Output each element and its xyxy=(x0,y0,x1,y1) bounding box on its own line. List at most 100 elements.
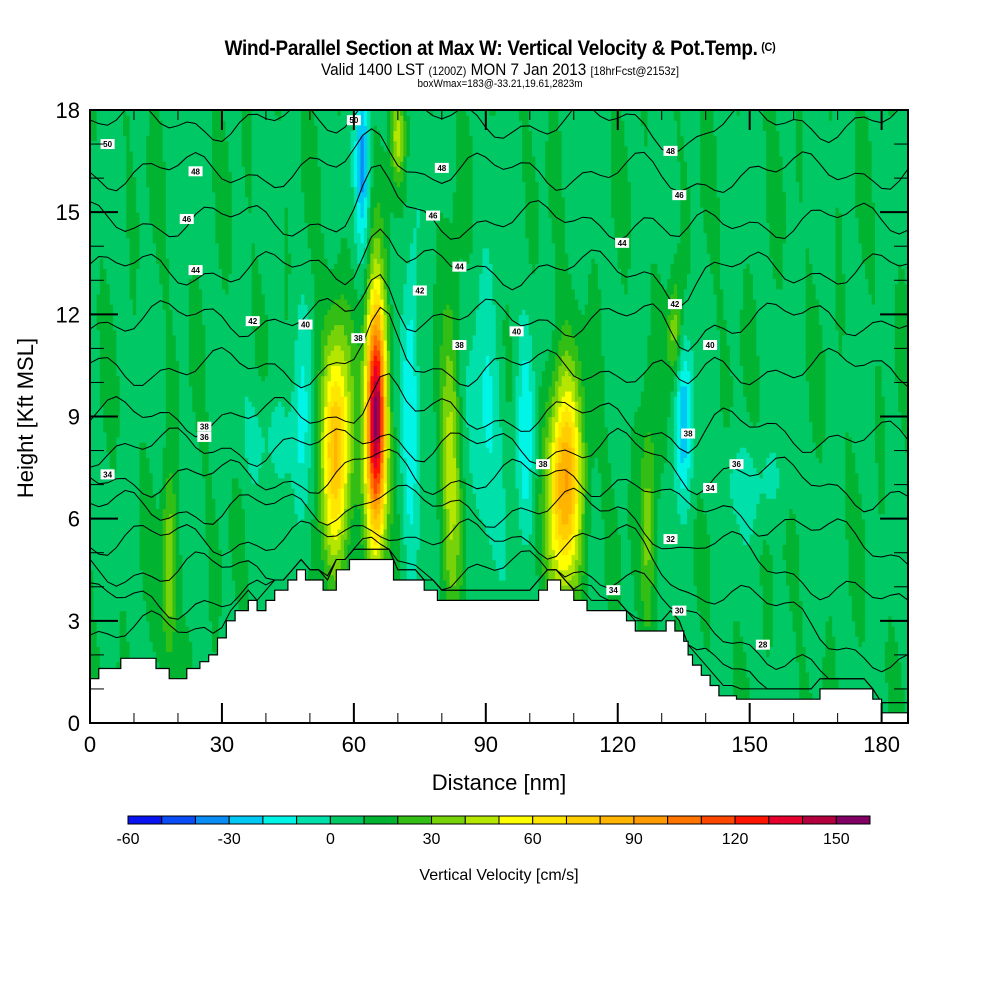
w-cell xyxy=(439,212,444,346)
w-cell xyxy=(360,242,365,264)
w-cell xyxy=(139,442,144,571)
w-cell xyxy=(568,324,573,356)
w-cell xyxy=(650,110,655,264)
w-cell xyxy=(670,390,675,627)
w-cell xyxy=(752,110,757,300)
w-cell xyxy=(621,120,625,285)
w-cell xyxy=(327,309,332,336)
w-cell xyxy=(340,324,345,351)
w-cell xyxy=(828,120,833,617)
w-cell xyxy=(683,110,688,162)
w-cell xyxy=(426,110,431,622)
w-cell xyxy=(564,406,569,423)
w-cell xyxy=(561,196,566,326)
colorbar-tick-label: 30 xyxy=(423,831,441,848)
w-cell xyxy=(406,263,411,326)
w-cell xyxy=(525,360,530,499)
w-cell xyxy=(241,110,246,167)
w-cell xyxy=(340,513,345,535)
w-cell xyxy=(776,467,780,489)
w-cell xyxy=(683,385,688,458)
w-cell xyxy=(630,426,635,576)
y-tick-label: 0 xyxy=(68,711,80,736)
w-cell xyxy=(406,155,411,264)
w-cell xyxy=(301,110,305,193)
w-cell xyxy=(541,110,546,372)
w-cell xyxy=(146,457,150,622)
terrain xyxy=(89,558,909,724)
w-cell xyxy=(818,324,823,464)
w-cell xyxy=(380,314,385,331)
w-cell xyxy=(452,110,457,193)
w-cell xyxy=(518,528,523,632)
w-cell xyxy=(667,416,672,723)
w-cell xyxy=(373,457,378,469)
w-cell xyxy=(564,539,569,556)
w-cell xyxy=(677,161,682,244)
contour-label-bg xyxy=(452,261,467,272)
w-cell xyxy=(489,544,493,653)
w-cell xyxy=(574,344,579,377)
w-cell xyxy=(357,125,362,203)
w-cell xyxy=(324,314,329,346)
contour-label-bg xyxy=(412,285,427,296)
w-cell xyxy=(109,110,114,305)
contour-label-text: 48 xyxy=(666,147,675,156)
contour-label: 38 xyxy=(452,339,467,350)
w-cell xyxy=(376,442,381,458)
w-cell xyxy=(703,232,708,515)
w-cell xyxy=(360,293,365,326)
w-cell xyxy=(571,401,576,423)
w-cell xyxy=(380,523,385,535)
w-cell xyxy=(228,171,233,275)
w-cell xyxy=(647,559,652,627)
w-cell xyxy=(129,299,134,723)
w-cell xyxy=(456,467,461,556)
w-cell xyxy=(380,396,385,438)
w-cell xyxy=(868,110,873,142)
w-cell xyxy=(370,488,375,499)
colorbar-bin xyxy=(802,815,837,825)
w-cell xyxy=(624,110,629,147)
w-cell xyxy=(548,110,553,218)
w-cell xyxy=(617,268,622,535)
w-cell xyxy=(871,110,876,203)
w-cell xyxy=(159,283,164,489)
w-cell xyxy=(403,360,408,458)
w-cell xyxy=(644,110,649,147)
w-cell xyxy=(683,288,688,336)
w-cell xyxy=(370,462,375,474)
w-cell xyxy=(90,569,94,709)
w-cell xyxy=(370,227,375,254)
w-cell xyxy=(380,278,385,300)
w-cell xyxy=(370,110,375,188)
w-cell xyxy=(268,452,273,723)
contour-label-bg xyxy=(100,139,115,150)
contour-label-bg xyxy=(197,421,212,432)
w-cell xyxy=(245,396,249,458)
contour-label-bg xyxy=(755,639,770,650)
w-cell xyxy=(855,636,860,723)
w-cell xyxy=(842,110,846,275)
w-cell xyxy=(327,544,332,566)
w-cell xyxy=(848,110,853,438)
w-cell xyxy=(376,549,381,566)
w-cell xyxy=(545,401,550,438)
contour-label-bg xyxy=(672,190,687,201)
w-cell xyxy=(687,339,691,372)
w-cell xyxy=(380,493,385,510)
w-cell xyxy=(782,110,787,193)
w-cell xyxy=(700,498,705,632)
w-cell xyxy=(403,283,408,361)
w-cell xyxy=(274,115,279,407)
w-cell xyxy=(113,110,117,331)
colorbar-bin xyxy=(161,815,196,825)
w-cell xyxy=(165,518,170,617)
w-cell xyxy=(373,304,378,315)
w-cell xyxy=(855,472,860,637)
valid-date: MON 7 Jan 2013 xyxy=(470,60,587,79)
contour-label-bg xyxy=(509,326,524,337)
w-cell xyxy=(654,263,658,723)
contour-label: 30 xyxy=(672,605,687,616)
w-cell xyxy=(861,110,866,264)
